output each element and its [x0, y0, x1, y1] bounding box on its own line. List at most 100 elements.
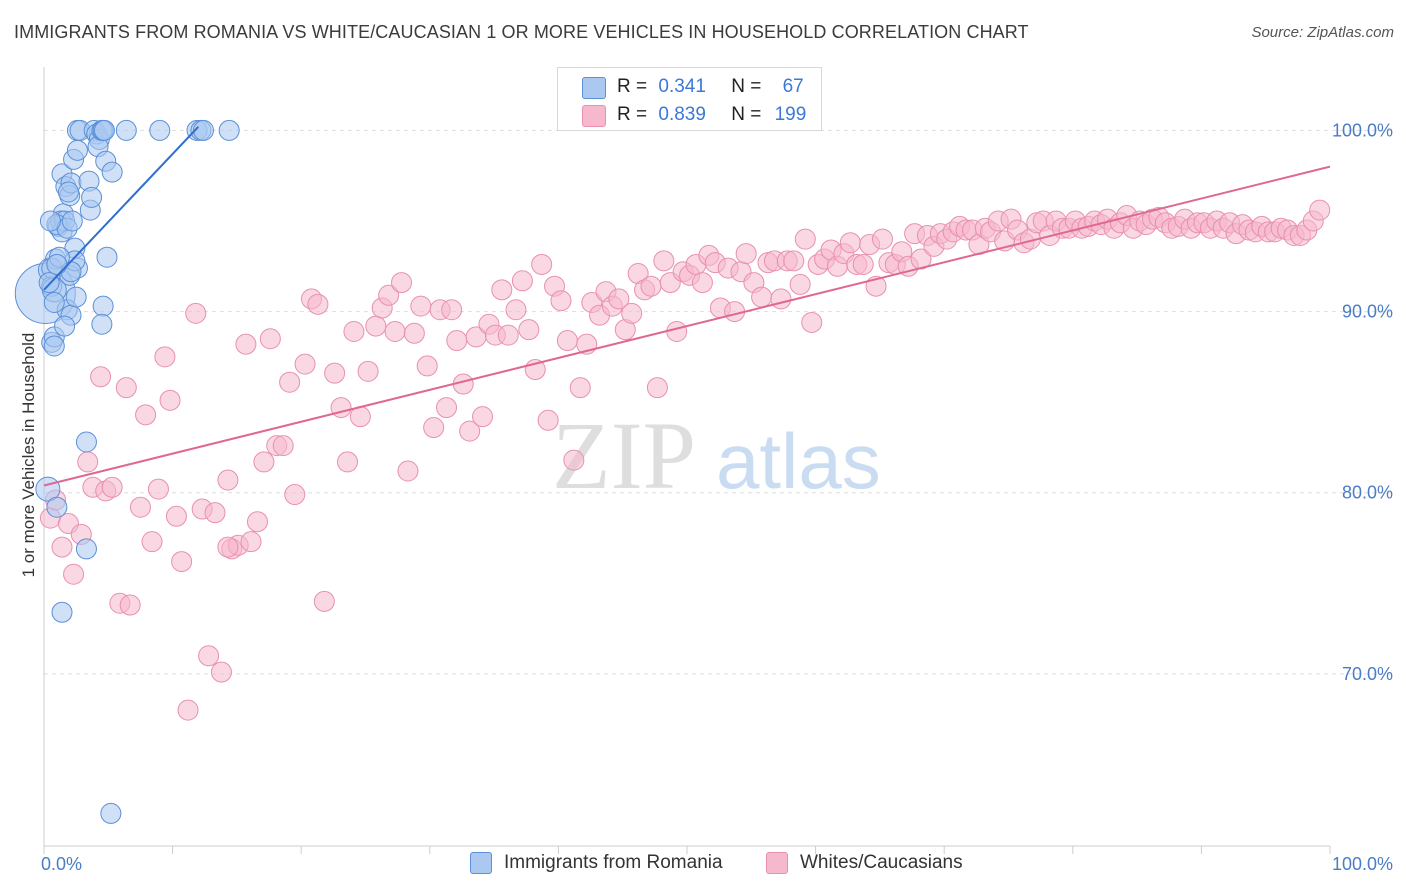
data-point-whites [129, 496, 151, 518]
data-point-whites [253, 451, 275, 473]
data-point-whites [185, 302, 207, 324]
axes [43, 67, 1331, 854]
legend-n-label: N = [731, 104, 762, 125]
legend-r-label: R = [617, 76, 648, 97]
data-point-whites [90, 366, 112, 388]
data-point-whites [410, 295, 432, 317]
x-tick-label: 100.0% [1332, 854, 1393, 874]
data-point-whites [177, 699, 199, 721]
data-point-whites [165, 505, 187, 527]
data-point-whites [115, 377, 137, 399]
y-tick-label: 80.0% [1342, 483, 1393, 503]
data-point-whites [691, 272, 713, 294]
data-point-romania [75, 538, 97, 560]
data-point-romania [192, 119, 214, 141]
data-point-romania [100, 802, 122, 824]
data-point-whites [751, 286, 773, 308]
data-point-romania [57, 181, 79, 203]
data-point-whites [839, 232, 861, 254]
data-point-whites [646, 377, 668, 399]
data-point-whites [343, 320, 365, 342]
data-point-whites [497, 324, 519, 346]
data-point-romania [61, 210, 83, 232]
data-point-whites [135, 404, 157, 426]
y-tick-label: 90.0% [1342, 302, 1393, 322]
data-point-romania [93, 119, 115, 141]
data-point-whites [397, 460, 419, 482]
data-point-romania [101, 161, 123, 183]
data-point-whites [491, 279, 513, 301]
y-axis-label: 1 or more Vehicles in Household [19, 333, 38, 578]
data-point-whites [204, 502, 226, 524]
data-point-whites [272, 435, 294, 457]
data-point-whites [324, 362, 346, 384]
data-point-whites [384, 320, 406, 342]
data-point-whites [336, 451, 358, 473]
data-point-whites [403, 322, 425, 344]
legend-swatch-whites [582, 105, 606, 127]
data-point-romania [75, 431, 97, 453]
legend-label-whites: Whites/Caucasians [800, 852, 963, 873]
data-point-whites [1309, 199, 1331, 221]
data-point-whites [217, 469, 239, 491]
data-point-romania [149, 119, 171, 141]
data-point-whites [621, 302, 643, 324]
legend-item-romania: Immigrants from Romania [470, 852, 723, 874]
x-tick-label: 0.0% [41, 854, 82, 874]
data-point-whites [51, 536, 73, 558]
legend-r-value: 0.341 [658, 76, 706, 97]
y-tick-label: 100.0% [1332, 120, 1393, 140]
data-point-whites [783, 250, 805, 272]
data-point-whites [789, 273, 811, 295]
data-point-romania [66, 139, 88, 161]
data-point-whites [505, 299, 527, 321]
data-point-whites [246, 511, 268, 533]
data-point-romania [54, 315, 76, 337]
data-point-whites [569, 377, 591, 399]
data-point-whites [240, 531, 262, 553]
data-point-whites [511, 270, 533, 292]
data-point-whites [556, 330, 578, 352]
data-point-whites [365, 315, 387, 337]
data-point-romania [96, 246, 118, 268]
legend-label-romania: Immigrants from Romania [504, 852, 723, 873]
data-point-whites [101, 476, 123, 498]
tick-labels: 70.0% 80.0% 90.0% 100.0% 0.0% 100.0% [41, 120, 1393, 874]
data-point-whites [357, 360, 379, 382]
legend-swatch-romania [470, 852, 492, 874]
data-point-whites [307, 293, 329, 315]
legend-item-whites: Whites/Caucasians [766, 852, 963, 874]
data-point-romania [115, 119, 137, 141]
data-point-whites [171, 551, 193, 573]
data-point-whites [313, 590, 335, 612]
y-tick-label: 70.0% [1342, 664, 1393, 684]
data-point-whites [159, 389, 181, 411]
data-point-whites [653, 250, 675, 272]
data-point-whites [770, 288, 792, 310]
data-point-whites [472, 406, 494, 428]
correlation-legend: R = 0.341 N = 67 R = 0.839 N = 199 [557, 67, 822, 131]
legend-swatch-whites [766, 852, 788, 874]
data-point-romania [65, 286, 87, 308]
legend-n-value: 67 [782, 76, 804, 97]
data-point-whites [537, 409, 559, 431]
data-point-whites [794, 228, 816, 250]
data-point-whites [378, 284, 400, 306]
data-point-whites [735, 243, 757, 265]
legend-swatch-romania [582, 77, 606, 99]
data-point-whites [801, 311, 823, 333]
watermark-atlas: atlas [716, 417, 881, 505]
data-point-whites [217, 536, 239, 558]
data-point-romania [46, 253, 68, 275]
data-point-whites [608, 288, 630, 310]
chart-title: IMMIGRANTS FROM ROMANIA VS WHITE/CAUCASI… [14, 22, 1029, 42]
series-whites-caucasians [39, 199, 1331, 721]
source-label: Source: ZipAtlas.com [1251, 24, 1394, 41]
data-point-romania [51, 601, 73, 623]
data-point-whites [284, 484, 306, 506]
data-point-whites [423, 417, 445, 439]
trendline-romania [43, 126, 200, 291]
legend-r-label: R = [617, 104, 648, 125]
legend-r-value: 0.839 [658, 104, 706, 125]
